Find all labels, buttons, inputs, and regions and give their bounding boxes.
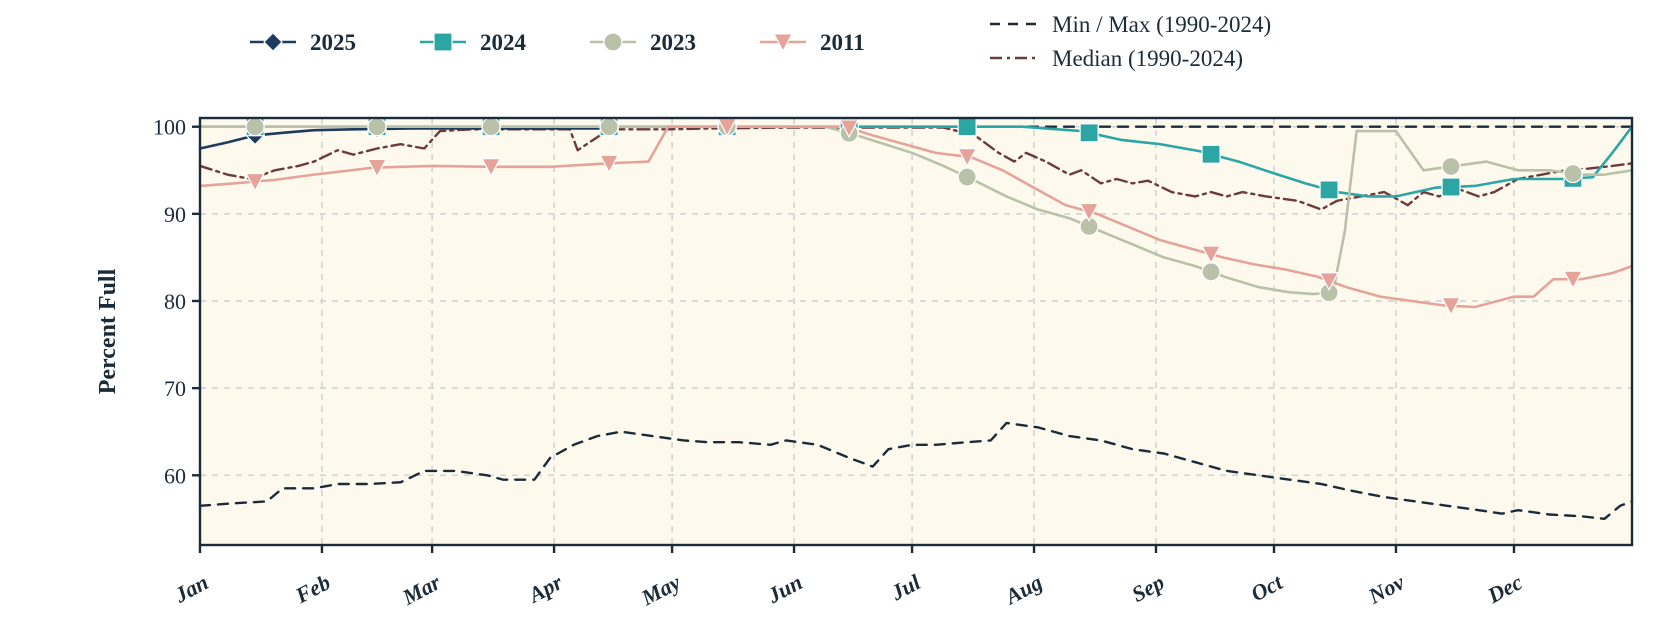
legend-label-s2024: 2024 (480, 30, 527, 55)
series-marker-s2023 (958, 168, 976, 186)
xtick-label: Oct (1247, 569, 1288, 606)
reservoir-percent-full-chart: 60 70 80 90 100 Percent Full Jan Feb Mar Apr May Ju… (0, 0, 1680, 630)
ytick-label: 60 (164, 463, 186, 488)
series-marker-s2023 (1564, 165, 1582, 183)
xtick-label: Sep (1127, 569, 1168, 607)
legend-marker-s2023 (604, 33, 622, 51)
series-marker-s2024 (1202, 145, 1220, 163)
series-marker-s2023 (482, 118, 500, 136)
legend-label-median: Median (1990-2024) (1052, 46, 1243, 71)
series-marker-s2024 (1320, 181, 1338, 199)
legend-label-s2011: 2011 (820, 30, 865, 55)
series-marker-s2024 (1080, 124, 1098, 142)
series-marker-s2024 (958, 118, 976, 136)
series-marker-s2023 (368, 118, 386, 136)
xtick-label: Jun (762, 569, 806, 608)
xtick-label: Jul (886, 569, 925, 606)
xtick-label: Mar (397, 569, 445, 610)
xtick-label: Dec (1482, 569, 1526, 608)
legend-label-s2023: 2023 (650, 30, 696, 55)
xtick-label: Aug (999, 569, 1046, 610)
ytick-label: 100 (153, 115, 186, 140)
ytick-label: 70 (164, 376, 186, 401)
xtick-label: May (636, 569, 684, 611)
legend-marker-s2025 (264, 33, 282, 51)
chart-svg: 60 70 80 90 100 Percent Full Jan Feb Mar Apr May Ju… (0, 0, 1680, 630)
plot-area (200, 118, 1632, 545)
series-marker-s2023 (246, 118, 264, 136)
series-marker-s2024 (1442, 178, 1460, 196)
xtick-label: Jan (169, 569, 212, 608)
legend-label-minmax: Min / Max (1990-2024) (1052, 12, 1271, 37)
xtick-label: Nov (1363, 569, 1408, 609)
series-marker-s2023 (1442, 157, 1460, 175)
series-marker-s2023 (600, 118, 618, 136)
legend-marker-s2024 (434, 33, 452, 51)
ytick-label: 90 (164, 202, 186, 227)
xtick-label: Feb (290, 569, 334, 608)
series-marker-s2023 (1202, 263, 1220, 281)
legend-label-s2025: 2025 (310, 30, 356, 55)
y-axis-label: Percent Full (95, 268, 121, 394)
ytick-label: 80 (164, 289, 186, 314)
xtick-label: Apr (523, 569, 567, 608)
